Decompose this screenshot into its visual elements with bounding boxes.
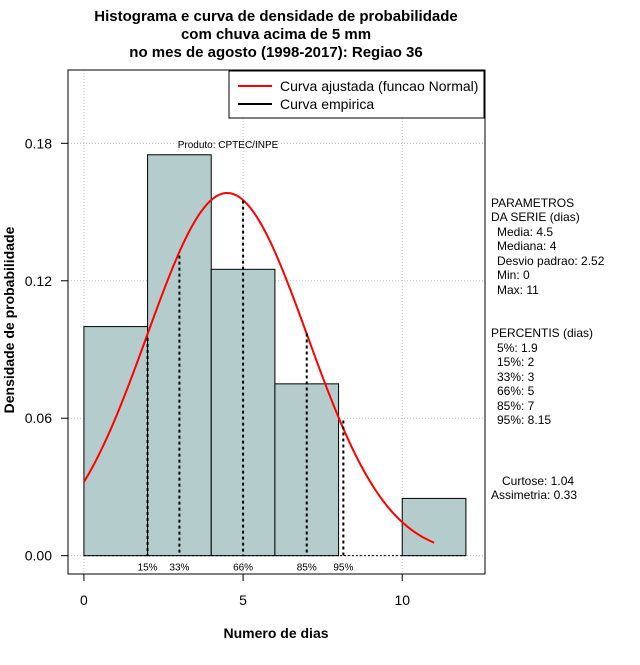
params-title: PARAMETROS [491,196,574,210]
assimetria: Assimetria: 0.33 [491,488,577,502]
percentil-95: 95%: 8.15 [497,413,551,427]
chart-title-line-1: Histograma e curva de densidade de proba… [94,8,457,25]
param-min: Min: 0 [497,268,530,282]
y-tick-label: 0.18 [25,135,52,151]
legend-label-fit: Curva ajustada (funcao Normal) [280,78,478,94]
chart-title-line-3: no mes de agosto (1998-2017): Regiao 36 [129,44,422,61]
params-subtitle: DA SERIE (dias) [491,210,580,224]
normal-fit-line [83,191,435,544]
side-panel: PARAMETROS DA SERIE (dias) Media: 4.5 Me… [491,196,605,502]
percentil-66: 66%: 5 [497,384,535,398]
param-mediana: Mediana: 4 [497,239,557,253]
product-annotation: Produto: CPTEC/INPE [178,140,279,151]
legend-label-empirical: Curva empirica [280,96,374,112]
percentile-label: 33% [169,563,189,574]
percentil-5: 5%: 1.9 [497,341,538,355]
histogram-bar [401,497,467,557]
percentis-title: PERCENTIS (dias) [491,326,593,340]
curtose: Curtose: 1.04 [502,474,574,488]
percentil-15: 15%: 2 [497,355,535,369]
x-tick-label: 5 [239,592,247,608]
percentile-label: 95% [333,563,353,574]
chart-title-line-2: com chuva acima de 5 mm [181,26,371,43]
percentile-label: 66% [233,563,253,574]
param-desvio: Desvio padrao: 2.52 [497,254,605,268]
y-axis: 0.00 0.06 0.12 0.18 [25,135,68,564]
legend-box [228,70,485,119]
histogram-bars [83,154,467,557]
x-axis: 0 5 10 [80,573,410,608]
param-max: Max: 11 [497,283,539,297]
y-axis-label: Densidade de probabilidade [1,226,17,413]
y-tick-label: 0.12 [25,273,52,289]
percentil-33: 33%: 3 [497,370,535,384]
y-tick-label: 0.06 [25,410,52,426]
percentile-label: 15% [138,563,158,574]
histogram-bar [274,383,340,557]
legend: Curva ajustada (funcao Normal) Curva emp… [228,70,485,119]
x-tick-label: 10 [394,592,410,608]
histogram-bar [147,154,212,557]
x-tick-label: 0 [80,592,88,608]
y-tick-label: 0.00 [25,548,52,564]
x-axis-label: Numero de dias [223,625,328,641]
percentil-85: 85%: 7 [497,399,535,413]
percentile-label: 85% [297,563,317,574]
normal-fit-curve [83,191,435,544]
percentile-lines: 15% 33% 66% 85% 95% [138,200,353,574]
param-media: Media: 4.5 [497,225,553,239]
